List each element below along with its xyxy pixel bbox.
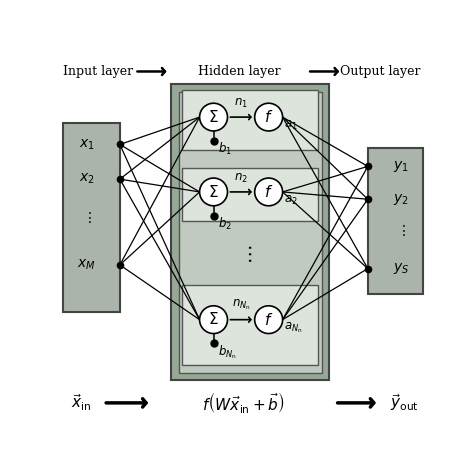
Circle shape (200, 103, 228, 131)
Circle shape (200, 306, 228, 334)
FancyBboxPatch shape (368, 148, 423, 294)
Text: $a_1$: $a_1$ (284, 118, 298, 132)
Text: $\Sigma$: $\Sigma$ (208, 311, 219, 328)
Text: $b_{N_{\mathrm{n}}}$: $b_{N_{\mathrm{n}}}$ (219, 343, 237, 361)
Text: $y_S$: $y_S$ (392, 261, 409, 276)
FancyBboxPatch shape (182, 168, 318, 221)
Text: $b_2$: $b_2$ (219, 216, 232, 232)
FancyBboxPatch shape (179, 91, 322, 373)
FancyBboxPatch shape (63, 123, 120, 312)
Text: $y_2$: $y_2$ (393, 191, 409, 207)
Text: $y_1$: $y_1$ (393, 159, 409, 174)
Text: $\vdots$: $\vdots$ (82, 210, 91, 225)
Text: $f\left(W\vec{x}_{\mathrm{in}} + \vec{b}\right)$: $f\left(W\vec{x}_{\mathrm{in}} + \vec{b}… (201, 391, 284, 415)
Text: $a_{N_{\mathrm{n}}}$: $a_{N_{\mathrm{n}}}$ (284, 320, 302, 335)
Text: $f$: $f$ (264, 109, 273, 125)
Text: $a_2$: $a_2$ (284, 193, 298, 207)
Text: $f$: $f$ (264, 184, 273, 200)
FancyBboxPatch shape (182, 285, 318, 365)
Circle shape (255, 178, 283, 206)
Circle shape (255, 306, 283, 334)
Text: $\Sigma$: $\Sigma$ (208, 109, 219, 125)
Circle shape (255, 103, 283, 131)
Text: $b_1$: $b_1$ (219, 141, 232, 157)
FancyBboxPatch shape (182, 90, 318, 150)
Text: $\vec{x}_{\mathrm{in}}$: $\vec{x}_{\mathrm{in}}$ (71, 392, 91, 413)
Text: $x_M$: $x_M$ (77, 258, 96, 272)
Text: $\cdots$: $\cdots$ (241, 244, 259, 264)
Text: $\Sigma$: $\Sigma$ (208, 183, 219, 200)
Text: $f$: $f$ (264, 312, 273, 328)
Circle shape (200, 178, 228, 206)
Text: $\vec{y}_{\mathrm{out}}$: $\vec{y}_{\mathrm{out}}$ (390, 392, 419, 413)
Text: $x_1$: $x_1$ (79, 137, 95, 152)
Text: $x_2$: $x_2$ (79, 172, 95, 186)
Text: $n_1$: $n_1$ (234, 97, 248, 110)
Text: $n_2$: $n_2$ (234, 172, 248, 185)
Text: $\vdots$: $\vdots$ (396, 223, 406, 238)
FancyBboxPatch shape (171, 84, 329, 380)
Text: Output layer: Output layer (340, 65, 421, 78)
Text: $n_{N_{\mathrm{n}}}$: $n_{N_{\mathrm{n}}}$ (232, 298, 250, 312)
Text: Hidden layer: Hidden layer (198, 65, 281, 78)
Text: Input layer: Input layer (63, 65, 133, 78)
